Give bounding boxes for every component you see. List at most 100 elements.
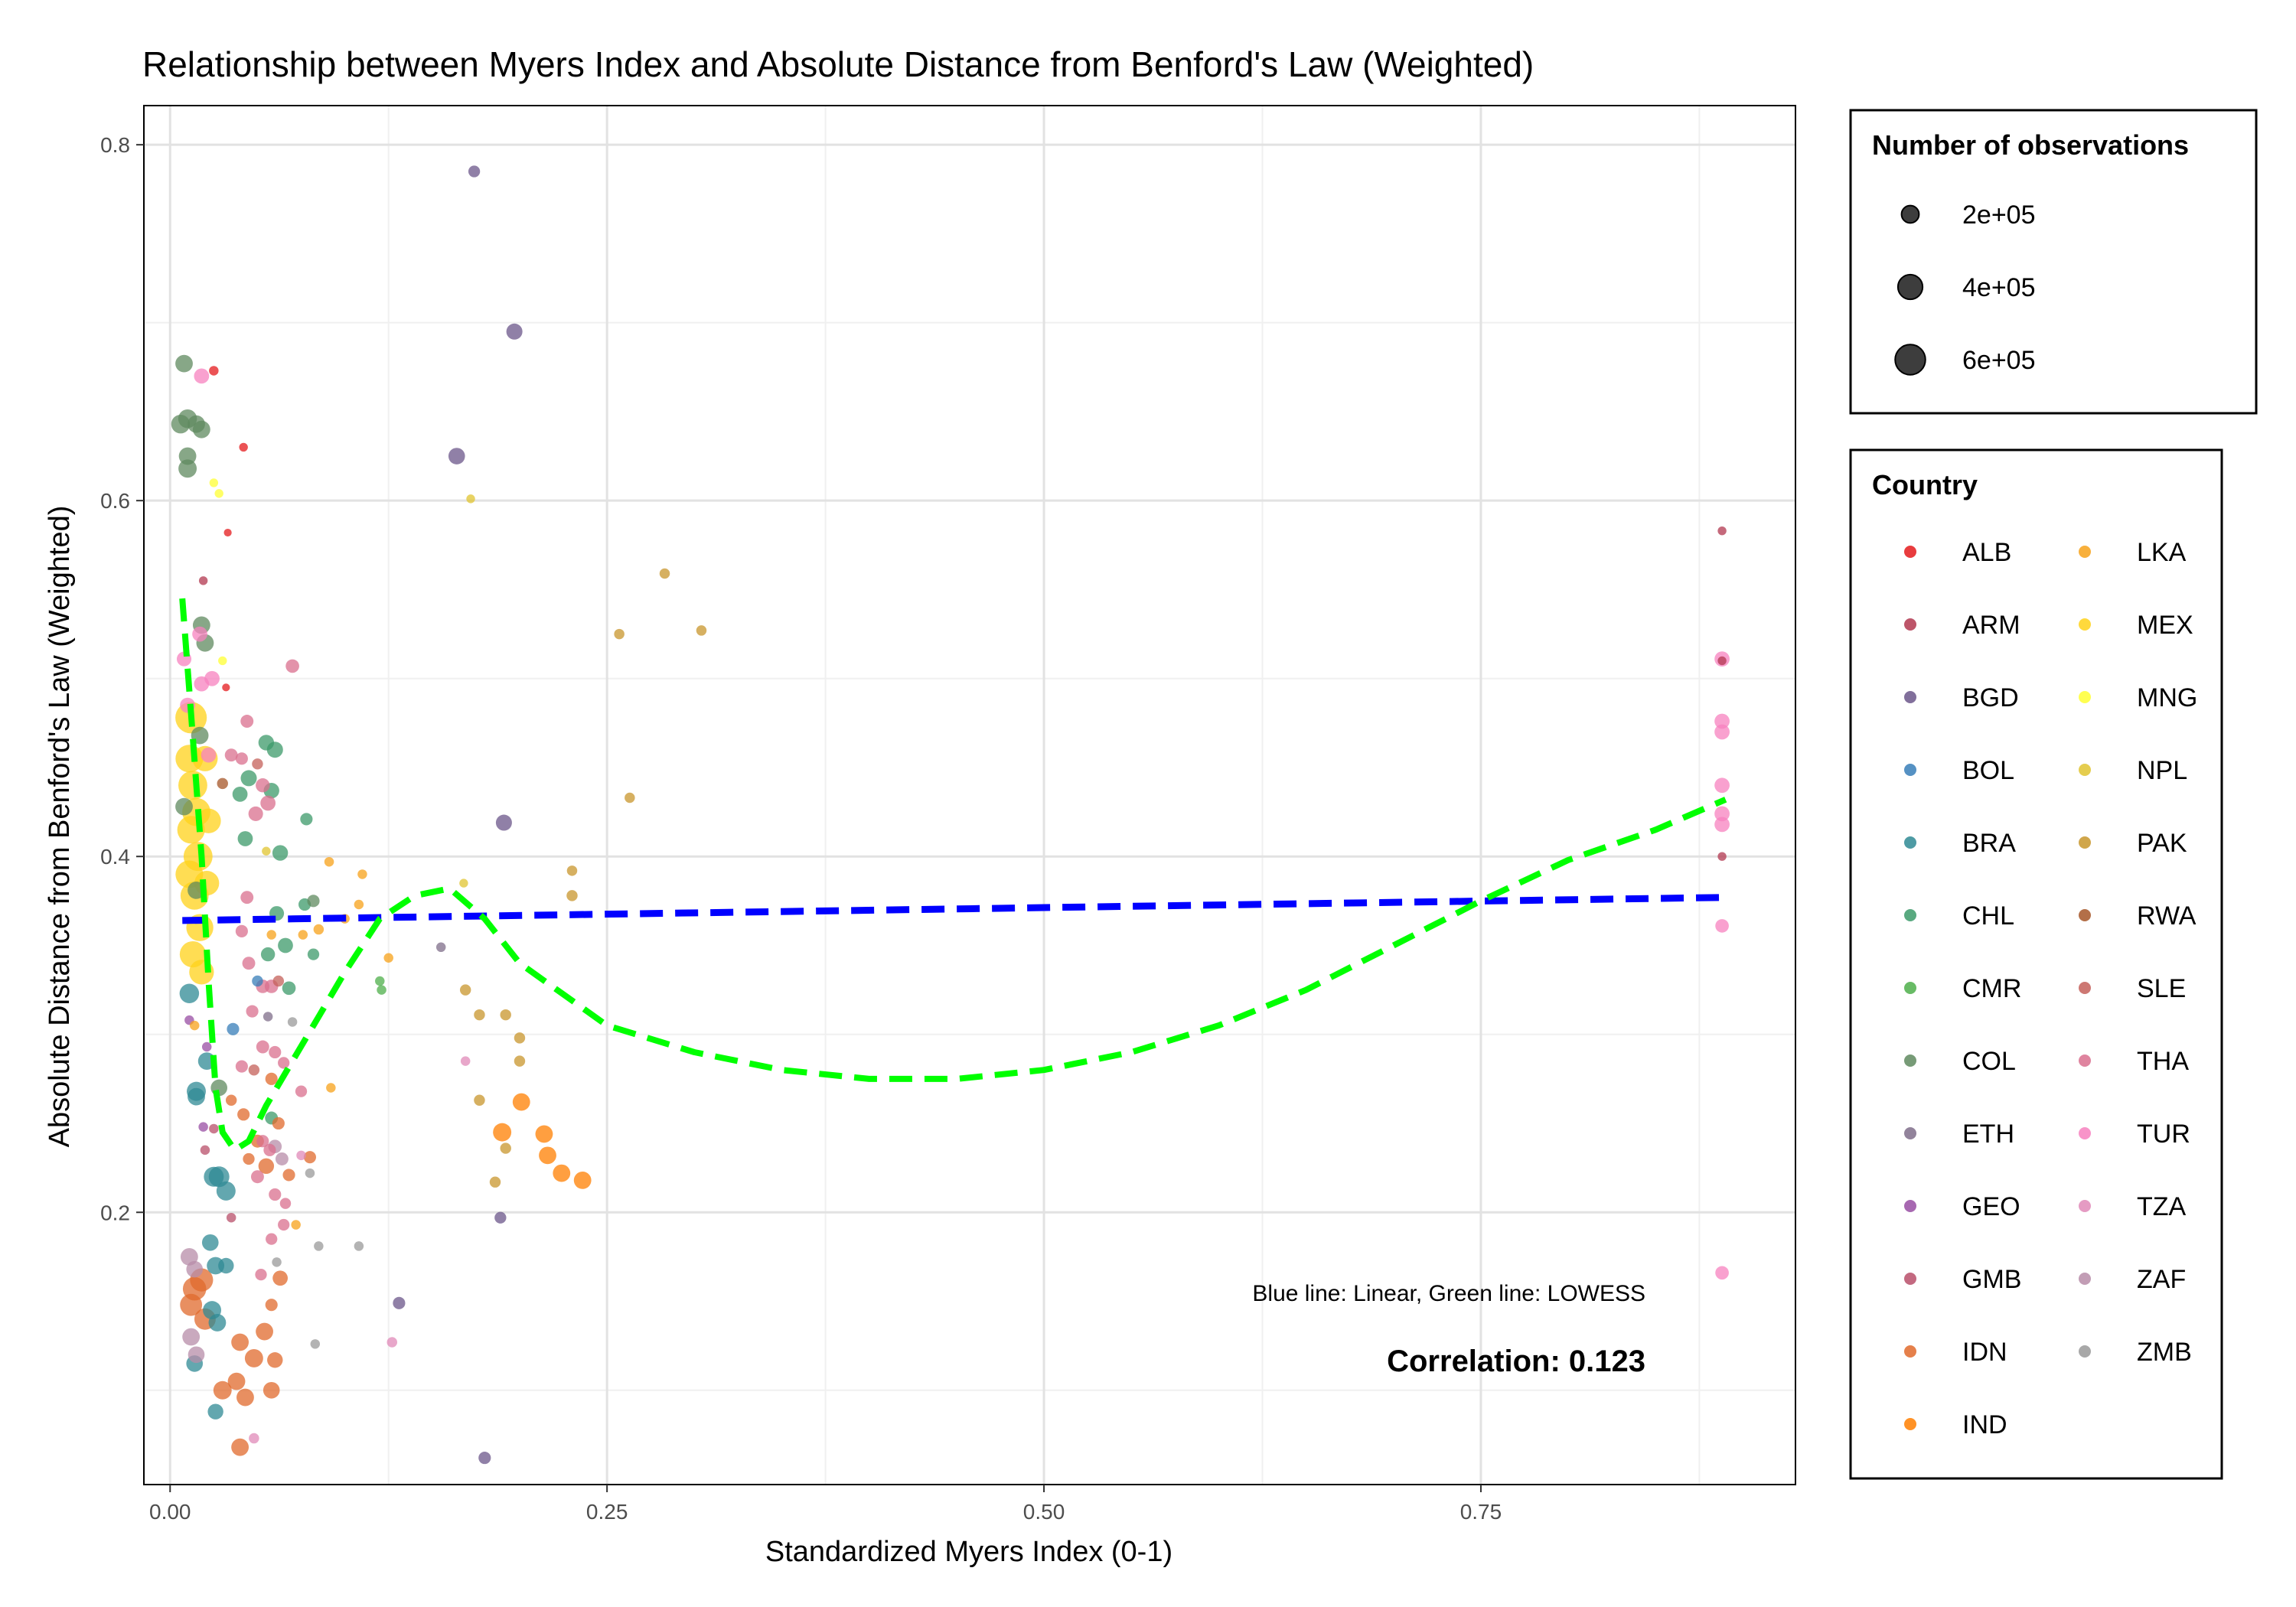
scatter-point — [474, 1009, 485, 1021]
scatter-point — [298, 930, 308, 940]
scatter-point — [500, 1009, 511, 1021]
scatter-point — [266, 1233, 278, 1245]
size-legend-key — [1896, 273, 1924, 301]
scatter-point — [260, 947, 276, 962]
scatter-point — [466, 494, 475, 504]
size-legend-label: 4e+05 — [1962, 273, 2036, 302]
color-legend-label: CHL — [1962, 901, 2014, 931]
scatter-point — [209, 478, 219, 487]
color-legend-label: RWA — [2137, 901, 2197, 931]
scatter-point — [278, 937, 293, 953]
scatter-point — [566, 890, 578, 901]
color-legend-key — [2079, 1200, 2091, 1212]
correlation-annotation: Correlation: 0.123 — [1387, 1345, 1645, 1378]
scatter-point — [209, 366, 219, 376]
scatter-point — [249, 1433, 259, 1444]
scatter-point — [188, 1087, 205, 1106]
scatter-point — [1717, 656, 1727, 666]
scatter-point — [553, 1164, 571, 1182]
scatter-point — [1717, 852, 1727, 861]
linear-fit-line — [182, 894, 1726, 924]
scatter-point — [493, 1123, 512, 1142]
size-legend-key — [1894, 344, 1926, 376]
scatter-point — [375, 976, 385, 986]
scatter-point — [175, 354, 193, 373]
scatter-point — [204, 670, 220, 686]
scatter-point — [494, 1211, 507, 1224]
scatter-point — [209, 1123, 219, 1134]
scatter-point — [186, 1260, 204, 1278]
scatter-point — [207, 1403, 223, 1420]
scatter-point — [231, 1438, 249, 1456]
scatter-point — [198, 576, 208, 585]
scatter-point — [296, 1150, 306, 1161]
scatter-point — [287, 1017, 298, 1027]
color-legend-label: BOL — [1962, 756, 2014, 785]
scatter-point — [1714, 806, 1730, 822]
color-legend-label: ZAF — [2137, 1265, 2186, 1294]
scatter-point — [307, 895, 320, 908]
scatter-point — [235, 924, 248, 937]
scatter-point — [200, 1145, 210, 1156]
scatter-point — [263, 1012, 273, 1022]
color-legend-label: MEX — [2137, 611, 2193, 640]
color-legend-label: ETH — [1962, 1120, 2014, 1149]
scatter-point — [291, 1220, 301, 1230]
size-legend-title: Number of observations — [1872, 129, 2189, 161]
scatter-point — [357, 869, 367, 879]
scatter-point — [216, 1181, 236, 1201]
color-legend-key — [2079, 836, 2091, 849]
scatter-point — [201, 747, 217, 763]
scatter-point — [535, 1125, 553, 1143]
scatter-point — [237, 831, 253, 846]
color-legend-key — [2079, 1273, 2091, 1285]
scatter-point — [182, 1328, 201, 1346]
scatter-point — [307, 948, 320, 960]
scatter-point — [235, 1060, 248, 1073]
scatter-point — [227, 1372, 246, 1390]
color-legend-key — [1904, 691, 1916, 703]
scatter-point — [1715, 1266, 1729, 1280]
scatter-point — [218, 1257, 234, 1274]
scatter-point — [236, 1388, 254, 1407]
color-legend-label: TZA — [2137, 1192, 2187, 1221]
color-legend-label: COL — [1962, 1047, 2016, 1076]
scatter-point — [262, 846, 271, 856]
scatter-point — [272, 975, 285, 987]
scatter-point — [239, 442, 248, 452]
plot-border — [143, 105, 1796, 1485]
scatter-point — [506, 323, 523, 340]
scatter-point — [258, 735, 275, 751]
scatter-point — [495, 814, 512, 831]
scatter-point — [1714, 724, 1730, 740]
color-legend-label: GEO — [1962, 1192, 2020, 1221]
scatter-point — [267, 1352, 283, 1368]
scatter-point — [303, 1151, 317, 1164]
scatter-point — [213, 1380, 232, 1400]
scatter-point — [218, 656, 227, 666]
scatter-point — [326, 1083, 336, 1093]
scatter-point — [282, 981, 296, 996]
scatter-point — [566, 865, 578, 876]
scatter-point — [272, 845, 289, 861]
scatter-point — [240, 770, 257, 787]
color-legend-key — [1904, 1418, 1916, 1430]
scatter-point — [263, 1381, 280, 1399]
scatter-point — [194, 368, 210, 384]
color-legend-key — [2079, 909, 2091, 921]
scatter-point — [448, 448, 465, 464]
scatter-point — [314, 1241, 324, 1251]
size-legend-key — [1900, 204, 1920, 224]
scatter-point — [266, 930, 276, 940]
scatter-point — [260, 795, 276, 811]
color-legend-key — [2079, 1127, 2091, 1139]
scatter-point — [222, 683, 230, 692]
color-legend-key — [1904, 1054, 1916, 1067]
color-legend-label: IDN — [1962, 1338, 2007, 1367]
lowess-fit-line — [179, 598, 1727, 1153]
color-legend-key — [2079, 546, 2091, 558]
grid — [144, 106, 1795, 1485]
scatter-point — [282, 1169, 295, 1182]
scatter-point — [1714, 817, 1730, 833]
scatter-point — [263, 1143, 276, 1156]
